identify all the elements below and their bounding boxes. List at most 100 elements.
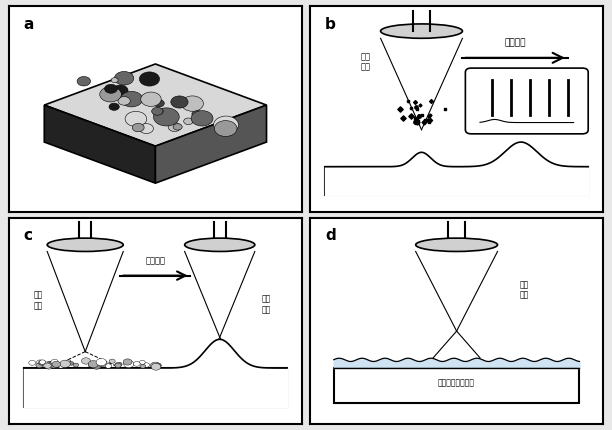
Circle shape <box>109 359 115 363</box>
Point <box>424 112 434 119</box>
Point <box>412 119 422 126</box>
Circle shape <box>100 87 121 102</box>
Circle shape <box>88 363 94 367</box>
Text: 纳秒
激光: 纳秒 激光 <box>34 291 43 310</box>
Circle shape <box>192 111 202 117</box>
Circle shape <box>36 363 43 368</box>
Point <box>424 119 434 126</box>
FancyBboxPatch shape <box>465 68 588 134</box>
Circle shape <box>140 364 146 368</box>
Circle shape <box>151 363 161 370</box>
Circle shape <box>168 123 181 132</box>
Circle shape <box>66 359 71 363</box>
Circle shape <box>98 360 107 367</box>
Circle shape <box>155 109 163 114</box>
Circle shape <box>114 362 121 367</box>
Circle shape <box>151 362 159 369</box>
Circle shape <box>154 363 161 368</box>
Point <box>412 106 422 113</box>
Circle shape <box>171 96 188 108</box>
Point <box>411 104 421 111</box>
Text: b: b <box>325 17 336 32</box>
Point <box>411 119 420 126</box>
Point <box>398 115 408 122</box>
Text: d: d <box>325 228 336 243</box>
Circle shape <box>58 364 64 368</box>
Circle shape <box>118 97 130 105</box>
Point <box>411 116 420 123</box>
Circle shape <box>105 364 111 368</box>
Text: 扫描方向: 扫描方向 <box>146 256 165 265</box>
Point <box>420 116 430 123</box>
Circle shape <box>52 361 61 367</box>
Circle shape <box>109 103 119 111</box>
Circle shape <box>48 361 59 368</box>
Text: 扫描方向: 扫描方向 <box>504 39 526 48</box>
Point <box>417 112 427 119</box>
Circle shape <box>126 362 133 367</box>
Text: 纳秒
激光: 纳秒 激光 <box>519 280 529 300</box>
Circle shape <box>156 111 164 116</box>
Ellipse shape <box>47 238 123 252</box>
Polygon shape <box>155 105 266 183</box>
Polygon shape <box>44 64 266 146</box>
Point <box>441 105 450 112</box>
Circle shape <box>73 363 79 367</box>
Circle shape <box>39 360 46 364</box>
Circle shape <box>152 362 159 366</box>
Ellipse shape <box>185 238 255 252</box>
Ellipse shape <box>381 24 463 38</box>
Circle shape <box>51 359 59 365</box>
Circle shape <box>96 359 106 366</box>
Circle shape <box>173 124 182 130</box>
Circle shape <box>182 96 203 111</box>
Bar <box>334 368 580 403</box>
Point <box>410 98 420 105</box>
Circle shape <box>92 362 102 369</box>
Circle shape <box>37 360 43 365</box>
Circle shape <box>124 360 134 368</box>
Circle shape <box>69 362 74 365</box>
Circle shape <box>152 108 163 115</box>
Circle shape <box>115 363 121 368</box>
Ellipse shape <box>416 238 498 252</box>
Circle shape <box>45 362 53 367</box>
Circle shape <box>77 77 91 86</box>
Point <box>419 119 429 126</box>
Text: c: c <box>24 228 33 243</box>
Circle shape <box>191 111 213 126</box>
Circle shape <box>140 72 160 86</box>
Bar <box>325 167 588 196</box>
Circle shape <box>81 358 91 364</box>
Point <box>415 101 425 108</box>
Point <box>414 113 424 120</box>
Circle shape <box>133 362 140 366</box>
Circle shape <box>143 363 150 367</box>
Circle shape <box>154 100 164 107</box>
Circle shape <box>123 359 132 365</box>
Text: 大液滴的液膜覆盖: 大液滴的液膜覆盖 <box>438 378 475 387</box>
Point <box>426 98 436 104</box>
Bar <box>24 368 287 407</box>
Circle shape <box>214 116 239 133</box>
Circle shape <box>140 360 145 364</box>
Circle shape <box>88 361 99 368</box>
Point <box>406 105 416 112</box>
Circle shape <box>141 92 161 106</box>
Circle shape <box>45 364 53 369</box>
Text: 皮秒
激光: 皮秒 激光 <box>262 295 271 314</box>
Point <box>395 105 405 112</box>
Circle shape <box>114 71 134 85</box>
Circle shape <box>43 363 51 369</box>
Point <box>425 111 435 118</box>
Point <box>425 117 435 123</box>
Circle shape <box>105 84 118 93</box>
Text: a: a <box>24 17 34 32</box>
Circle shape <box>117 362 122 366</box>
Point <box>411 118 421 125</box>
Polygon shape <box>44 105 155 183</box>
Circle shape <box>121 91 143 107</box>
Circle shape <box>154 363 161 368</box>
Point <box>423 117 433 123</box>
Point <box>406 112 416 119</box>
